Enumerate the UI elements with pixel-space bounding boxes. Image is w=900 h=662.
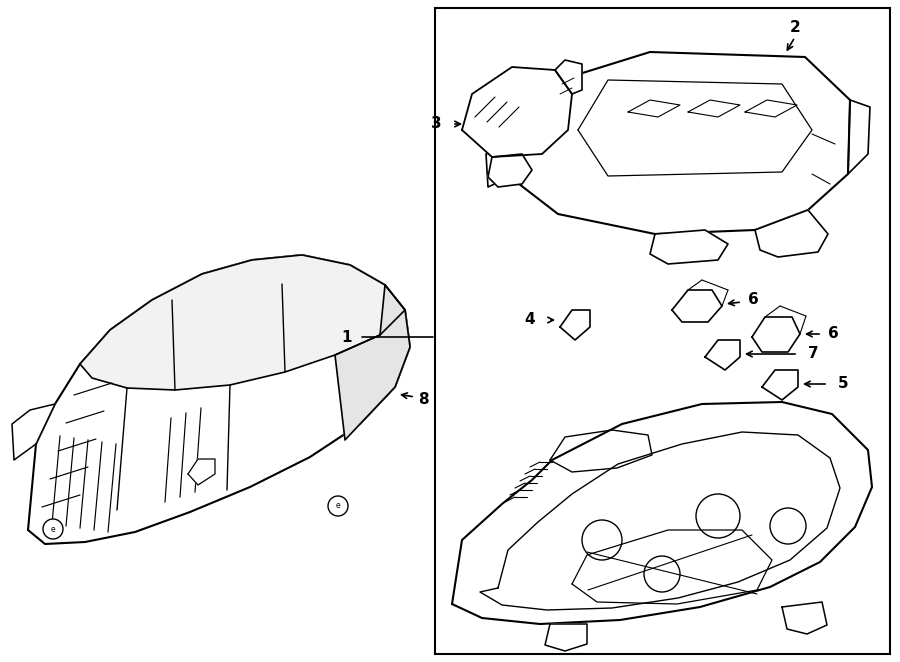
Text: 6: 6 — [748, 293, 759, 308]
Polygon shape — [188, 459, 215, 485]
Polygon shape — [762, 370, 798, 400]
Text: 8: 8 — [418, 393, 428, 408]
Polygon shape — [752, 317, 800, 352]
Polygon shape — [705, 340, 740, 370]
Text: 4: 4 — [525, 312, 535, 328]
Text: 3: 3 — [431, 117, 442, 132]
Polygon shape — [560, 310, 590, 340]
Text: 1: 1 — [341, 330, 352, 344]
Text: 2: 2 — [789, 19, 800, 34]
Polygon shape — [510, 52, 850, 234]
Polygon shape — [782, 602, 827, 634]
Text: e: e — [50, 524, 55, 534]
Polygon shape — [755, 210, 828, 257]
Text: 7: 7 — [808, 346, 819, 361]
Text: 6: 6 — [828, 326, 839, 342]
Bar — [435, 8, 890, 654]
Circle shape — [43, 519, 63, 539]
Polygon shape — [28, 255, 410, 544]
Polygon shape — [486, 142, 520, 187]
Polygon shape — [672, 290, 722, 322]
Text: e: e — [336, 502, 340, 510]
Polygon shape — [488, 154, 532, 187]
Polygon shape — [452, 402, 872, 624]
Polygon shape — [555, 60, 582, 94]
Polygon shape — [12, 404, 55, 460]
Polygon shape — [335, 285, 410, 440]
Text: 5: 5 — [838, 377, 849, 391]
Circle shape — [328, 496, 348, 516]
Polygon shape — [462, 67, 572, 157]
Polygon shape — [545, 624, 587, 651]
Polygon shape — [650, 230, 728, 264]
Polygon shape — [80, 255, 405, 390]
